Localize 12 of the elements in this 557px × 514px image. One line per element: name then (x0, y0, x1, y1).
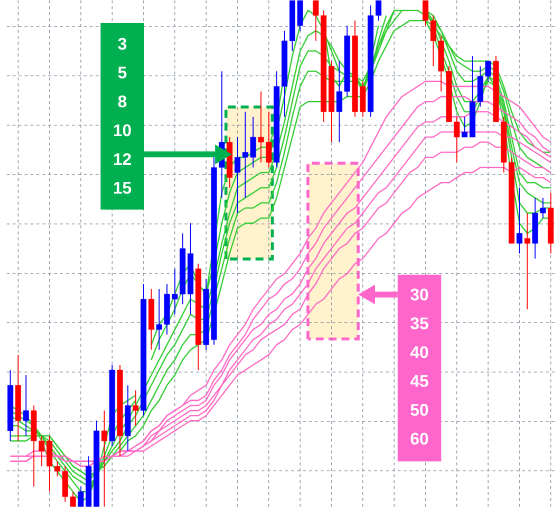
annotation: 35 (410, 318, 428, 330)
annotation: 40 (410, 346, 428, 358)
annotation: 3 (118, 38, 126, 50)
annotation: 45 (410, 375, 428, 388)
annotation: 15 (114, 182, 132, 194)
annotation: 50 (410, 404, 428, 416)
annotation: 12 (114, 153, 131, 166)
annotation: 10 (114, 124, 131, 136)
annotation: 5 (118, 66, 126, 79)
annotation: 60 (410, 432, 428, 445)
annotation: 8 (118, 96, 126, 108)
annotation: 30 (410, 288, 428, 301)
